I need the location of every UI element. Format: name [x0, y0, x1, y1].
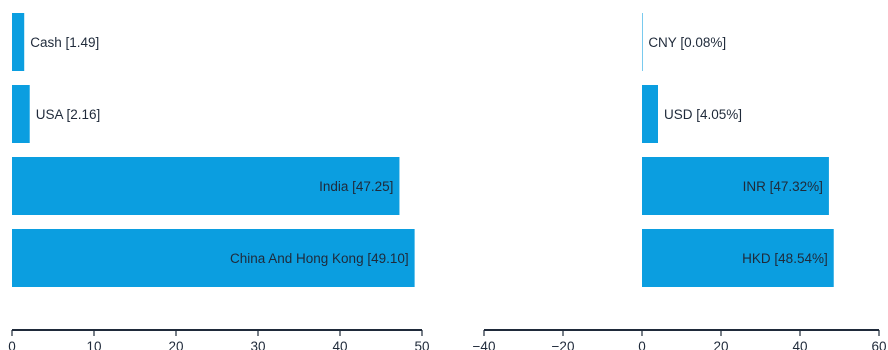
x-tick-label: 30 — [250, 339, 265, 350]
x-tick-label: −40 — [473, 339, 496, 350]
bar-label: India [47.25] — [319, 179, 393, 194]
bar-label: INR [47.32%] — [743, 179, 823, 194]
bar-inr — [642, 157, 829, 215]
bar-cash — [12, 13, 25, 71]
holdings-by-currency-chart: CNY [0.08%] USD [4.05%] INR [47.32%] HKD [4… — [473, 13, 887, 350]
bar-usa — [12, 85, 30, 143]
bar-china-and-hong-kong — [12, 229, 415, 287]
bar-label: CNY [0.08%] — [648, 35, 726, 50]
x-tick-label: 10 — [86, 339, 101, 350]
holdings-by-country-chart: Cash [1.49] USA [2.16] India [47.25] China … — [8, 13, 430, 350]
bar-cny — [642, 13, 643, 71]
x-tick-label: 0 — [638, 339, 646, 350]
x-tick-label: 20 — [713, 339, 728, 350]
bar-label: USD [4.05%] — [664, 107, 742, 122]
bar-usd — [642, 85, 658, 143]
x-tick-label: −20 — [552, 339, 575, 350]
bar-hkd — [642, 229, 834, 287]
x-tick-label: 20 — [168, 339, 183, 350]
x-tick-label: 50 — [414, 339, 429, 350]
bar-india — [12, 157, 400, 215]
bar-label: USA [2.16] — [36, 107, 101, 122]
bar-label: HKD [48.54%] — [742, 251, 828, 266]
x-tick-label: 0 — [8, 339, 16, 350]
bar-label: China And Hong Kong [49.10] — [230, 251, 409, 266]
x-tick-label: 60 — [871, 339, 886, 350]
bar-label: Cash [1.49] — [30, 35, 99, 50]
x-tick-label: 40 — [792, 339, 807, 350]
x-tick-label: 40 — [332, 339, 347, 350]
